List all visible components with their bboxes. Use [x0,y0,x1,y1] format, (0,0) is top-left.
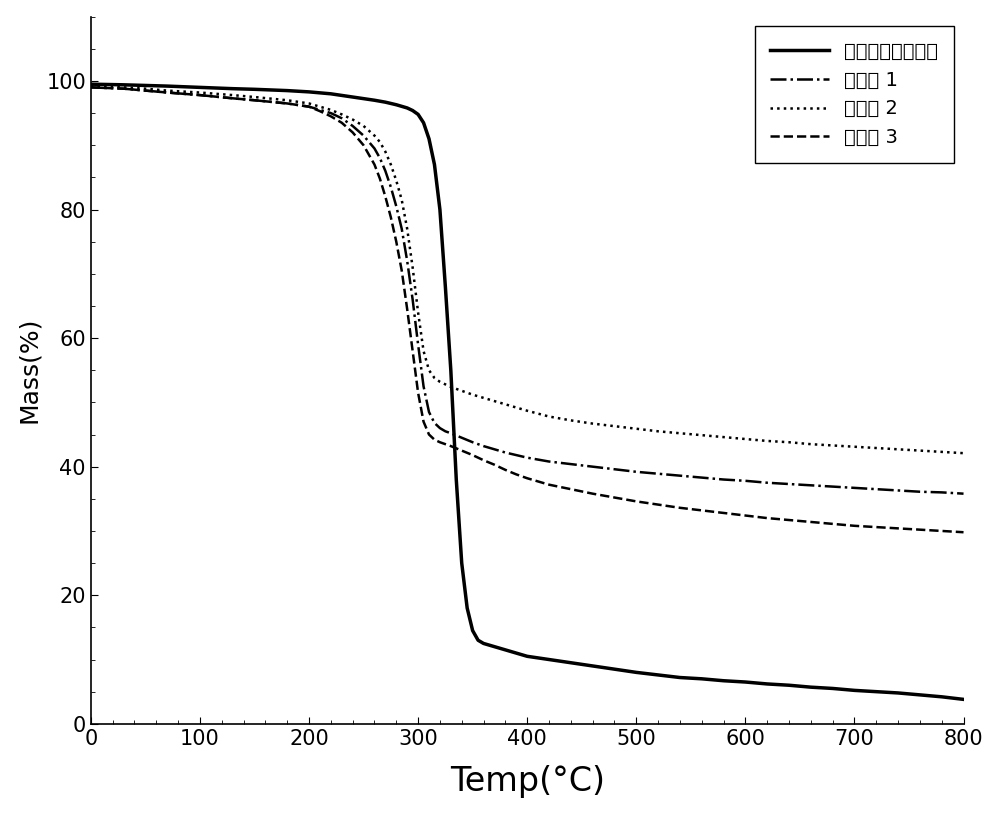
实施例 1 [674,471,686,481]
实施例 1 [510,450,522,460]
实施例 3 [118,84,130,94]
实施例 3 [674,503,686,513]
未改性微晶纤维素 [696,674,708,684]
未改性微晶纤维素 [510,648,522,658]
实施例 1 [118,84,130,94]
实施例 3 [958,527,970,537]
实施例 2 [118,82,130,92]
Line: 未改性微晶纤维素: 未改性微晶纤维素 [91,84,964,699]
实施例 2 [85,82,97,91]
Line: 实施例 3: 实施例 3 [91,87,964,532]
Line: 实施例 1: 实施例 1 [91,87,964,494]
实施例 3 [510,469,522,479]
实施例 3 [478,456,490,465]
Legend: 未改性微晶纤维素, 实施例 1, 实施例 2, 实施例 3: 未改性微晶纤维素, 实施例 1, 实施例 2, 实施例 3 [755,26,954,163]
实施例 2 [674,429,686,438]
实施例 2 [958,448,970,458]
实施例 2 [543,412,555,421]
实施例 3 [543,480,555,490]
未改性微晶纤维素 [499,645,511,654]
未改性微晶纤维素 [543,654,555,664]
未改性微晶纤维素 [827,684,839,694]
未改性微晶纤维素 [958,694,970,704]
未改性微晶纤维素 [85,79,97,89]
未改性微晶纤维素 [401,103,413,112]
实施例 1 [401,256,413,266]
实施例 1 [543,456,555,466]
Line: 实施例 2: 实施例 2 [91,86,964,453]
实施例 3 [85,82,97,92]
X-axis label: Temp(°C): Temp(°C) [450,765,605,799]
实施例 2 [401,224,413,234]
实施例 2 [510,403,522,412]
实施例 1 [958,489,970,499]
实施例 2 [478,393,490,403]
实施例 1 [478,441,490,451]
Y-axis label: Mass(%): Mass(%) [17,317,41,424]
实施例 1 [85,82,97,92]
实施例 3 [401,304,413,314]
